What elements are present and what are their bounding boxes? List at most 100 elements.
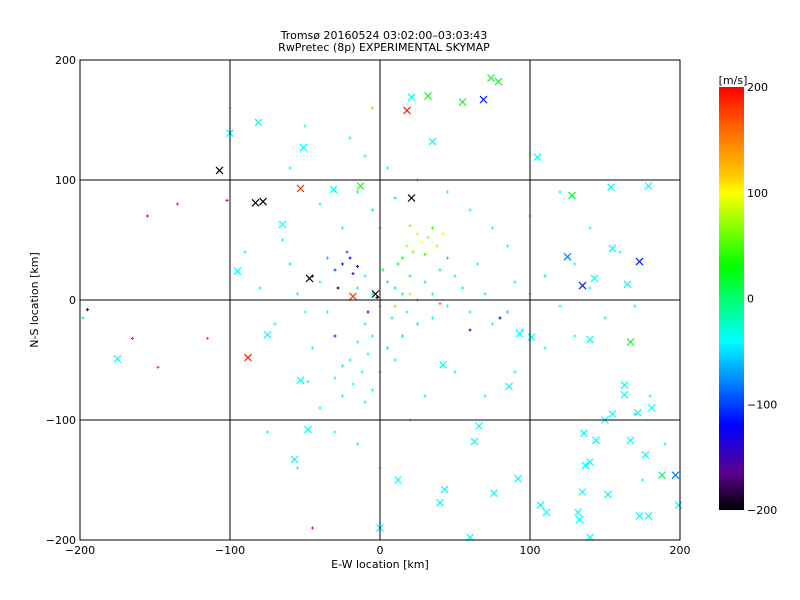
x-tick-label: −100 <box>215 544 245 557</box>
plus-marker <box>206 336 209 340</box>
cross-marker <box>244 353 252 362</box>
y-axis-ticks: −200 −100 0 100 200 <box>46 54 86 547</box>
plus-marker <box>356 340 359 344</box>
cross-marker <box>608 410 617 418</box>
plus-marker <box>648 394 652 398</box>
colorbar-label: [m/s] <box>719 74 748 87</box>
plus-marker <box>258 286 262 290</box>
cross-marker <box>626 436 635 445</box>
cross-marker <box>533 153 542 162</box>
cross-marker <box>604 490 612 499</box>
cross-marker <box>479 95 488 104</box>
cross-marker <box>440 485 449 494</box>
plus-marker <box>423 394 427 398</box>
plus-marker <box>345 250 349 254</box>
plus-marker <box>360 370 364 374</box>
x-tick-label: 0 <box>377 544 384 557</box>
plus-marker <box>393 304 397 308</box>
plus-marker <box>375 296 379 300</box>
plus-marker <box>401 334 404 338</box>
cross-marker <box>644 182 653 190</box>
cross-marker <box>634 408 642 417</box>
plus-marker <box>366 310 370 314</box>
plus-marker <box>341 226 344 230</box>
cross-marker <box>635 257 644 266</box>
plus-marker <box>416 322 419 326</box>
plus-marker <box>273 322 277 326</box>
plus-marker <box>363 322 367 326</box>
plus-marker <box>435 244 439 248</box>
plus-marker <box>401 256 404 260</box>
plus-marker <box>318 202 322 206</box>
plus-marker <box>441 232 445 236</box>
plus-marker <box>468 208 472 212</box>
cross-marker <box>254 118 263 127</box>
cross-marker <box>563 252 572 261</box>
plus-marker <box>543 346 547 350</box>
plus-marker <box>366 352 370 356</box>
plus-marker <box>381 268 385 272</box>
plus-marker <box>416 232 419 236</box>
plus-marker <box>513 280 517 284</box>
cross-marker <box>671 471 680 480</box>
cross-marker <box>620 381 629 390</box>
plus-marker <box>588 286 592 290</box>
cross-marker <box>592 436 600 445</box>
plus-marker <box>393 358 397 362</box>
cross-marker <box>251 198 260 207</box>
cross-marker <box>514 474 522 483</box>
cross-marker <box>113 354 122 363</box>
plus-marker <box>336 286 340 290</box>
cross-marker <box>259 197 267 206</box>
plus-marker <box>363 154 367 158</box>
y-tick-label: −100 <box>46 414 76 427</box>
cross-marker <box>578 488 587 496</box>
plus-marker <box>326 310 329 314</box>
x-tick-label: −200 <box>65 544 95 557</box>
cross-marker <box>403 106 411 115</box>
plus-marker <box>408 224 412 228</box>
plus-marker <box>393 286 397 290</box>
y-tick-label: 0 <box>69 294 76 307</box>
x-axis-ticks: −200 −100 0 100 200 <box>65 534 691 557</box>
plus-marker <box>326 256 329 260</box>
plus-marker <box>341 262 344 266</box>
plus-marker <box>446 304 449 308</box>
cross-marker <box>608 244 617 253</box>
cross-marker <box>586 335 594 344</box>
plus-marker <box>351 382 355 386</box>
plus-marker <box>408 292 412 296</box>
plus-marker <box>333 430 337 434</box>
cross-marker <box>305 274 314 283</box>
plus-marker <box>461 286 464 290</box>
colorbar-tick-label: −200 <box>747 504 777 517</box>
cross-marker <box>580 429 588 438</box>
plus-marker <box>438 268 442 272</box>
cross-marker <box>674 501 683 510</box>
plus-marker <box>468 310 472 314</box>
cross-marker <box>356 182 365 190</box>
plus-marker <box>356 286 359 290</box>
x-tick-label: 100 <box>520 544 541 557</box>
cross-marker <box>290 455 299 464</box>
cross-marker <box>428 137 437 146</box>
colorbar-tick-label: 0 <box>747 293 754 306</box>
plus-marker <box>356 264 359 268</box>
plus-marker <box>438 302 442 306</box>
cross-marker <box>278 220 287 229</box>
plus-marker <box>341 394 344 398</box>
plus-marker <box>431 292 434 296</box>
cross-marker <box>436 498 444 507</box>
plus-marker <box>288 262 292 266</box>
plus-marker <box>176 202 179 206</box>
cross-marker <box>263 330 272 339</box>
plus-marker <box>243 250 247 254</box>
plus-marker <box>476 262 479 266</box>
plus-marker <box>386 346 389 350</box>
plus-marker <box>633 304 637 308</box>
plus-marker <box>341 364 344 368</box>
plus-marker <box>303 124 307 128</box>
cross-marker <box>641 450 650 459</box>
cross-marker <box>635 512 644 520</box>
y-tick-label: 200 <box>55 54 76 67</box>
